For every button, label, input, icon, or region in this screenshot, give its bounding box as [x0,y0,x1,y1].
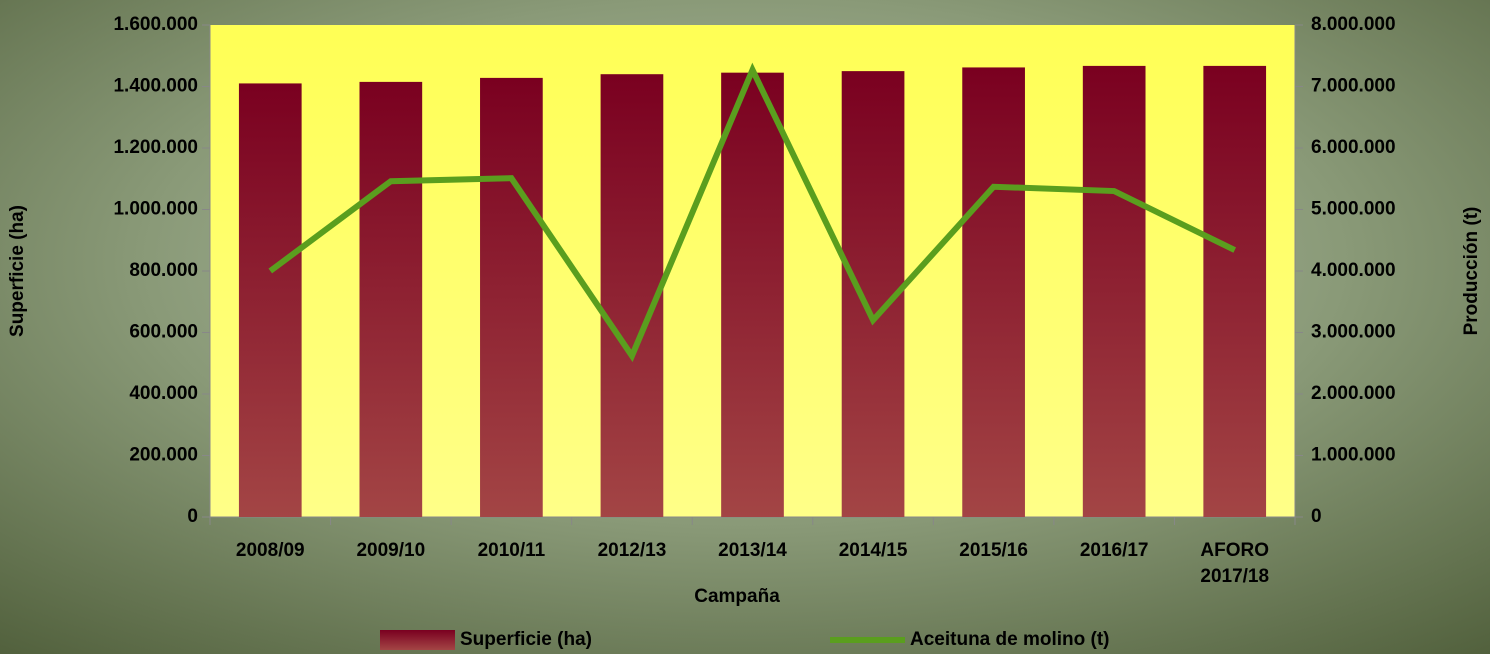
y-tick-label: 1.400.000 [113,76,198,97]
bar [721,72,784,517]
x-tick-label: 2013/14 [718,540,787,561]
y-tick-label: 200.000 [129,445,198,466]
x-tick-label: 2012/13 [598,540,667,561]
bar [238,83,302,518]
legend-swatch [380,630,455,650]
y2-tick-label: 7.000.000 [1311,76,1396,97]
y-tick-label: 1.600.000 [113,14,198,35]
legend-label: Superficie (ha) [460,629,592,650]
y-tick-label: 0 [187,506,198,527]
y2-tick-label: 4.000.000 [1311,260,1396,281]
y-tick-label: 400.000 [129,383,198,404]
x-tick-label: 2009/10 [356,540,425,561]
bar [1203,65,1267,518]
x-tick-label: 2008/09 [236,540,305,561]
bar [1082,65,1146,518]
y2-axis-title: Producción (t) [1461,207,1482,336]
y2-tick-label: 1.000.000 [1311,445,1396,466]
bar [962,67,1025,517]
y-tick-label: 600.000 [129,322,198,343]
y-tick-label: 800.000 [129,260,198,281]
y2-tick-label: 3.000.000 [1311,322,1396,343]
y-tick-label: 1.000.000 [113,199,198,220]
y2-tick-label: 5.000.000 [1311,199,1396,220]
x-tick-label: 2016/17 [1080,540,1149,561]
bar [480,77,543,517]
x-axis-title: Campaña [694,586,780,607]
x-tick-label: 2010/11 [478,540,546,561]
x-tick-label: 2014/15 [839,540,908,561]
line [268,62,1237,363]
y2-tick-label: 6.000.000 [1311,137,1396,158]
x-tick-label: 2015/16 [959,540,1028,561]
x-tick-label: AFORO 2017/18 [1200,540,1269,587]
y-tick-label: 1.200.000 [113,137,198,158]
bar [359,81,423,517]
legend-label: Aceituna de molino (t) [910,629,1110,650]
y2-tick-label: 2.000.000 [1311,383,1396,404]
y2-tick-label: 8.000.000 [1311,14,1396,35]
bar [600,74,664,517]
y2-tick-label: 0 [1311,506,1322,527]
y-axis-title: Superficie (ha) [7,205,28,337]
